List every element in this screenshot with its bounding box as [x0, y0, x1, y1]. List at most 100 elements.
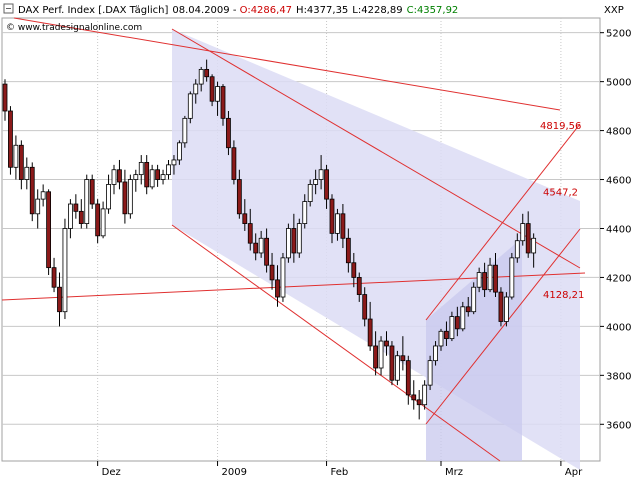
- candle-up: [24, 166, 30, 180]
- candle-up: [476, 272, 482, 288]
- x-axis: Dez 2009 Feb Mrz Apr: [97, 461, 583, 478]
- header-close: C:4357,92: [407, 5, 459, 16]
- candle-up: [471, 286, 477, 313]
- y-tick-label: 5000: [606, 78, 631, 89]
- long-trendline: [13, 17, 561, 111]
- candle-down: [416, 399, 422, 406]
- candle-down: [236, 179, 242, 215]
- candle-down: [329, 198, 335, 234]
- candle-down: [362, 294, 368, 320]
- candle-down: [89, 179, 95, 205]
- candle-up: [318, 169, 324, 180]
- candle-up: [427, 360, 433, 386]
- candle-up: [313, 179, 319, 185]
- annotations: 4819,56 4547,2 4128,21: [540, 121, 584, 301]
- candle-down: [78, 210, 84, 224]
- y-axis: 3600 3800 4000 4200 4400 4600 4800 5000 5200: [600, 29, 631, 431]
- candle-up: [127, 179, 133, 215]
- candle-down: [356, 277, 362, 295]
- candle-down: [220, 86, 226, 119]
- candle-down: [51, 267, 57, 288]
- candle-down: [291, 228, 297, 254]
- candle-up: [106, 184, 111, 210]
- candle-down: [405, 360, 411, 396]
- candle-down: [400, 355, 406, 362]
- candle-up: [40, 191, 46, 200]
- uptrend-channel-fill: [426, 238, 522, 461]
- candle-up: [258, 237, 264, 254]
- candle-down: [2, 83, 8, 112]
- candle-down: [242, 213, 248, 224]
- candle-down: [465, 306, 471, 313]
- candle-up: [302, 201, 308, 224]
- up-channel-top-line: [425, 123, 581, 321]
- candle-up: [176, 142, 182, 161]
- candle-up: [449, 316, 455, 340]
- price-annotation: 4547,2: [543, 187, 578, 198]
- channel-top-line: [171, 28, 581, 269]
- y-tick-label: 4800: [606, 127, 631, 138]
- candle-down: [482, 272, 488, 291]
- candle-down: [345, 237, 351, 264]
- header-title: DAX Perf. Index [.DAX Täglich]: [18, 5, 168, 16]
- candle-up: [215, 86, 220, 102]
- candle-up: [193, 83, 199, 95]
- candle-down: [498, 291, 504, 322]
- header-open: O:4286,47: [240, 5, 292, 16]
- candle-down: [231, 147, 237, 180]
- y-tick-label: 3600: [606, 420, 631, 431]
- x-tick-label: Apr: [565, 467, 583, 478]
- website-credit: © www.tradesignalonline.com: [6, 23, 142, 33]
- candle-down: [253, 242, 259, 254]
- price-unit-label: XXP: [604, 5, 624, 16]
- candle-down: [493, 264, 498, 293]
- candle-down: [269, 264, 275, 281]
- plot-area-border: [1, 17, 601, 462]
- candle-down: [226, 117, 231, 149]
- candle-up: [13, 144, 19, 168]
- candle-down: [384, 340, 389, 347]
- x-tick-label: 2009: [222, 467, 247, 478]
- chart-header: DAX Perf. Index [.DAX Täglich] 08.04.2009…: [3, 3, 624, 33]
- candle-down: [367, 318, 373, 347]
- up-channel-bottom-line: [425, 228, 581, 425]
- candle-up: [84, 179, 90, 224]
- candle-up: [438, 330, 444, 347]
- y-tick-label: 5200: [606, 29, 631, 40]
- candle-down: [389, 345, 395, 381]
- candle-up: [62, 228, 68, 313]
- header-date: 08.04.2009: [172, 5, 229, 16]
- trend-channels: [1, 17, 586, 470]
- candle-down: [46, 191, 51, 269]
- y-tick-label: 4000: [606, 322, 631, 333]
- candle-up: [166, 164, 171, 176]
- header-high: H:4377,35: [296, 5, 348, 16]
- candle-down: [247, 223, 253, 244]
- candle-up: [487, 264, 493, 291]
- candle-down: [8, 110, 13, 168]
- candle-up: [520, 223, 526, 242]
- candle-up: [335, 213, 340, 234]
- candle-up: [100, 208, 106, 237]
- candle-up: [187, 93, 193, 119]
- header-sep-1: -: [230, 5, 240, 16]
- candle-up: [433, 345, 438, 362]
- y-tick-label: 4600: [606, 176, 631, 187]
- candle-up: [394, 355, 400, 381]
- price-annotation: 4819,56: [540, 121, 581, 132]
- candle-up: [531, 237, 537, 254]
- x-tick-label: Dez: [102, 467, 121, 478]
- candle-up: [503, 296, 509, 322]
- header-line: DAX Perf. Index [.DAX Täglich] 08.04.2009…: [18, 5, 458, 16]
- candle-up: [307, 184, 313, 202]
- candle-down: [144, 162, 150, 188]
- candle-down: [373, 345, 379, 369]
- candle-down: [525, 223, 531, 254]
- y-tick-label: 4400: [606, 224, 631, 235]
- candle-down: [264, 237, 270, 266]
- candle-up: [509, 257, 515, 298]
- candle-down: [122, 181, 128, 215]
- candle-up: [460, 306, 466, 330]
